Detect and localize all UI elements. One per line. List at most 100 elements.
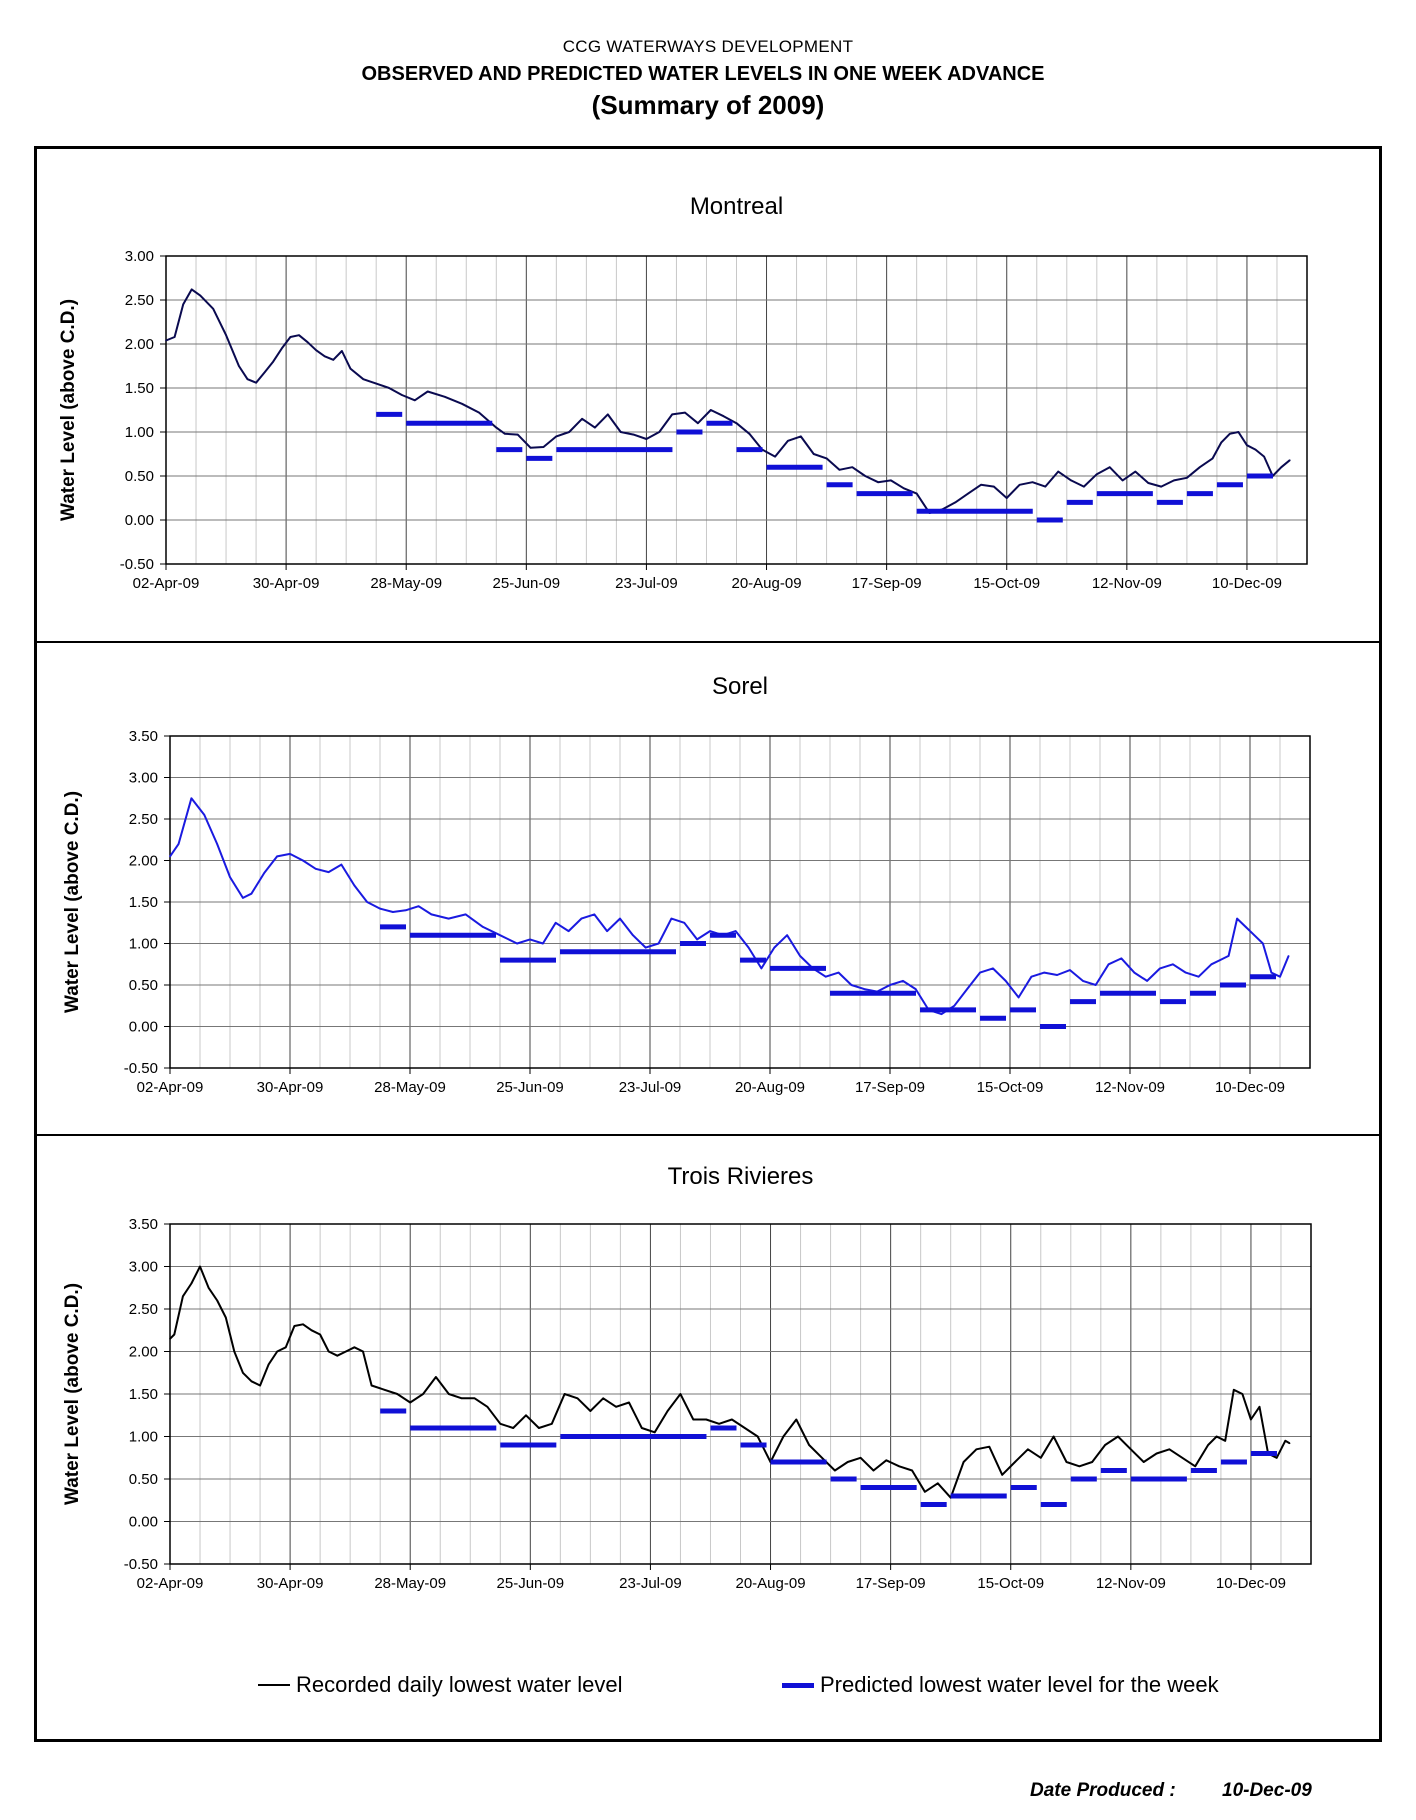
- recorded-data-point: [426, 390, 429, 393]
- page-subtitle: (Summary of 2009): [591, 90, 825, 120]
- recorded-data-point: [1224, 1440, 1226, 1442]
- recorded-data-point: [834, 1469, 836, 1472]
- recorded-data-point: [529, 938, 531, 941]
- recorded-data-point: [414, 399, 416, 402]
- recorded-data-point: [580, 917, 583, 920]
- recorded-data-point: [563, 1393, 566, 1395]
- recorded-data-point: [1027, 1448, 1029, 1451]
- recorded-data-point: [859, 1457, 862, 1459]
- recorded-data-point: [1173, 479, 1175, 482]
- recorded-data-point: [302, 859, 304, 862]
- recorded-data-point: [225, 334, 227, 336]
- recorded-data-point: [962, 1461, 965, 1463]
- recorded-data-point: [1287, 955, 1290, 957]
- recorded-data-point: [1237, 431, 1240, 433]
- recorded-data-point: [422, 1393, 424, 1395]
- legend-item-recorded: Recorded daily lowest water level: [258, 1665, 623, 1705]
- recorded-data-point: [1280, 466, 1283, 469]
- y-tick-label: 2.00: [129, 853, 158, 870]
- x-tick-label: 12-Nov-09: [1092, 575, 1162, 592]
- recorded-data-point: [169, 1338, 171, 1340]
- recorded-data-point: [1219, 959, 1221, 961]
- recorded-data-point: [782, 1435, 785, 1438]
- recorded-data-point: [1107, 963, 1110, 966]
- x-tick-label: 12-Nov-09: [1096, 1575, 1166, 1592]
- y-tick-label: 0.00: [129, 1514, 158, 1531]
- x-tick-label: 30-Apr-09: [257, 1575, 324, 1592]
- recorded-data-point: [795, 1418, 798, 1421]
- recorded-data-point: [379, 907, 381, 910]
- recorded-data-point: [263, 371, 266, 373]
- recorded-data-point: [464, 913, 467, 916]
- recorded-data-point: [212, 308, 214, 310]
- recorded-data-point: [821, 1457, 823, 1459]
- recorded-data-point: [250, 1380, 253, 1383]
- recorded-data-point: [1172, 963, 1174, 966]
- recorded-data-point: [417, 905, 420, 907]
- recorded-data-point: [409, 1401, 412, 1404]
- recorded-data-point: [486, 1406, 489, 1408]
- x-tick-label: 20-Aug-09: [735, 1079, 805, 1096]
- x-tick-label: 02-Apr-09: [133, 575, 200, 592]
- recorded-data-point: [568, 431, 570, 433]
- recorded-data-point: [370, 1384, 373, 1387]
- recorded-data-point: [190, 1282, 193, 1285]
- recorded-data-point: [851, 466, 854, 469]
- recorded-data-point: [250, 892, 253, 895]
- recorded-data-point: [710, 409, 712, 411]
- y-tick-label: 1.50: [129, 894, 158, 911]
- recorded-data-point: [653, 1431, 656, 1434]
- legend-item-predicted: Predicted lowest water level for the wee…: [782, 1665, 1219, 1705]
- recorded-data-point: [734, 930, 737, 932]
- recorded-data-point: [1082, 980, 1084, 982]
- x-tick-label: 02-Apr-09: [137, 1079, 204, 1096]
- recorded-data-point: [1120, 957, 1123, 960]
- recorded-data-point: [242, 1372, 244, 1374]
- x-tick-label: 15-Oct-09: [977, 1079, 1044, 1096]
- recorded-data-point: [980, 484, 982, 486]
- recorded-data-point: [850, 984, 853, 986]
- recorded-data-point: [499, 934, 501, 936]
- recorded-data-point: [340, 863, 343, 866]
- recorded-data-point: [606, 930, 608, 932]
- recorded-data-point: [679, 1393, 682, 1395]
- recorded-data-point: [529, 447, 532, 449]
- date-produced-value: 10-Dec-09: [1222, 1780, 1312, 1801]
- recorded-data-point: [1001, 1474, 1003, 1476]
- recorded-data-point: [632, 934, 634, 936]
- recorded-data-point: [594, 426, 596, 429]
- recorded-data-point: [838, 469, 841, 471]
- recorded-data-point: [800, 435, 802, 438]
- y-tick-label: 3.50: [129, 1216, 158, 1233]
- page-title-text: OBSERVED AND PREDICTED WATER LEVELS IN O…: [361, 63, 1045, 85]
- recorded-data-point: [1210, 963, 1213, 966]
- recorded-data-point: [310, 1329, 313, 1332]
- recorded-data-point: [388, 387, 390, 389]
- recorded-data-point: [499, 1423, 502, 1425]
- recorded-data-point: [966, 988, 968, 990]
- recorded-data-point: [903, 487, 905, 490]
- recorded-data-point: [353, 1346, 356, 1349]
- recorded-data-point: [302, 1323, 304, 1326]
- recorded-data-point: [362, 378, 365, 380]
- recorded-data-point: [1004, 980, 1007, 982]
- plot-area-border: [169, 735, 1311, 1069]
- recorded-data-point: [824, 975, 827, 978]
- recorded-data-point: [332, 359, 335, 361]
- recorded-data-point: [735, 422, 738, 424]
- date-produced-label: Date Produced :: [1030, 1780, 1176, 1801]
- recorded-data-point: [581, 418, 583, 420]
- recorded-data-point: [1056, 974, 1058, 976]
- recorded-data-point: [1147, 482, 1150, 484]
- x-tick-label: 25-Jun-09: [497, 1575, 565, 1592]
- recorded-data-point: [1121, 479, 1124, 482]
- recorded-data-point: [366, 901, 368, 903]
- chart-title: Sorel: [712, 673, 768, 700]
- recorded-data-point: [1094, 984, 1097, 986]
- recorded-data-point: [229, 876, 231, 878]
- recorded-data-point: [238, 365, 240, 367]
- recorded-data-point: [1091, 1461, 1093, 1463]
- y-tick-label: 1.00: [129, 1429, 158, 1446]
- recorded-data-point: [1133, 971, 1136, 974]
- montreal-chart: Montreal 02-Apr-09 30-Apr-09 28-May-09 25-Ju…: [58, 193, 1308, 592]
